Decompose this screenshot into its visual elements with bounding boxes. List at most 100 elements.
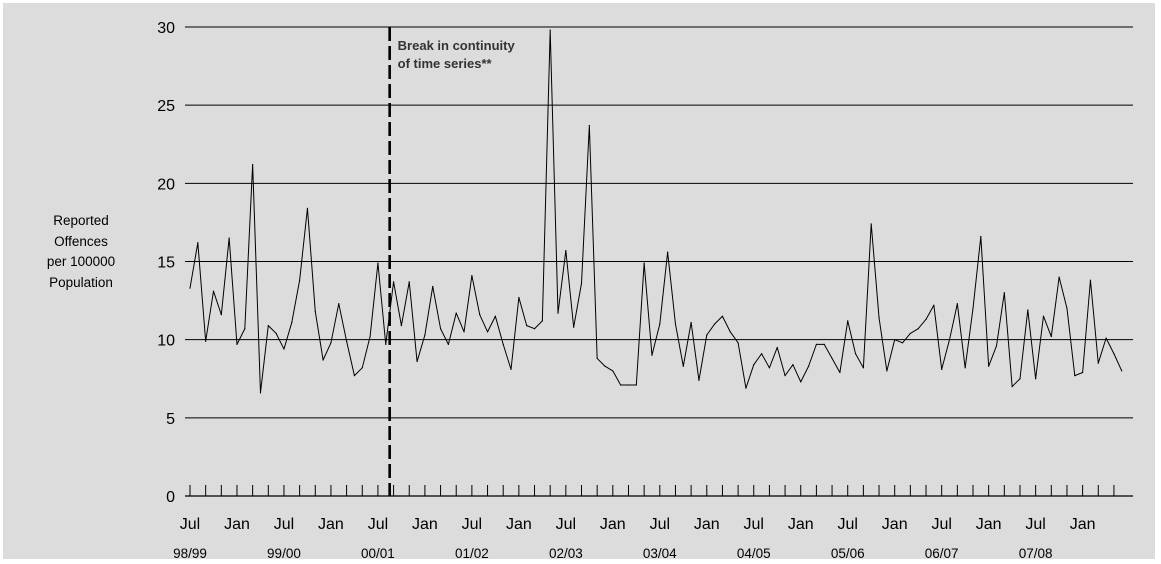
data-point <box>369 335 371 338</box>
data-point <box>197 242 199 244</box>
data-point <box>690 321 692 324</box>
data-point <box>471 274 473 277</box>
x-year-label: 00/01 <box>361 546 395 561</box>
data-point <box>643 262 645 264</box>
data-point <box>612 370 614 372</box>
data-point <box>557 312 559 314</box>
data-point <box>486 331 489 333</box>
x-tick-label: Jan <box>882 516 908 533</box>
data-point <box>596 357 598 360</box>
data-point <box>502 343 504 345</box>
y-tick-label: 5 <box>166 411 175 428</box>
x-tick-label: Jul <box>556 516 576 533</box>
chart-panel <box>3 3 1155 559</box>
y-tick-label: 30 <box>157 20 175 37</box>
x-tick-label: Jan <box>694 516 720 533</box>
data-point <box>706 334 708 336</box>
data-point <box>299 279 301 281</box>
data-point <box>941 368 943 370</box>
data-point <box>1089 279 1092 281</box>
data-point <box>416 360 418 363</box>
data-point <box>346 340 348 342</box>
data-point <box>189 287 191 289</box>
data-point <box>760 353 763 355</box>
data-point <box>737 342 739 344</box>
data-point <box>573 326 575 328</box>
x-tick-label: Jan <box>318 516 344 533</box>
y-axis-label-line: Population <box>49 274 113 290</box>
data-point <box>651 354 653 356</box>
data-point <box>1097 362 1099 364</box>
y-tick-label: 25 <box>157 98 175 115</box>
y-axis-label-line: Reported <box>53 213 109 228</box>
data-point <box>565 249 567 252</box>
data-point <box>447 343 449 345</box>
series-line <box>189 29 1123 394</box>
data-point <box>1042 315 1045 317</box>
data-point <box>377 262 379 264</box>
data-point <box>972 307 974 309</box>
data-point <box>275 332 277 335</box>
data-point <box>306 207 309 209</box>
break-annotation: Break in continuity <box>398 38 516 53</box>
x-tick-label: Jul <box>650 516 670 533</box>
data-point <box>1019 378 1021 380</box>
data-point <box>933 304 935 306</box>
data-point <box>745 387 747 389</box>
data-point <box>212 290 215 292</box>
data-point <box>314 310 316 313</box>
data-point <box>1035 378 1037 380</box>
data-point <box>588 124 590 127</box>
data-point <box>776 346 778 349</box>
data-point <box>1074 375 1076 377</box>
data-point <box>1066 307 1068 309</box>
data-point <box>424 334 426 336</box>
x-tick-label: Jul <box>931 516 951 533</box>
data-point <box>518 296 520 299</box>
x-tick-label: Jul <box>462 516 482 533</box>
x-year-label: 99/00 <box>267 546 301 561</box>
data-point <box>1113 353 1115 355</box>
data-point <box>361 367 363 369</box>
x-year-label: 07/08 <box>1019 546 1053 561</box>
data-point <box>667 251 669 253</box>
y-axis-label: Reported Offences per 100000 Population <box>20 211 142 293</box>
data-point <box>839 371 841 374</box>
data-point <box>878 317 880 319</box>
data-point <box>964 367 966 369</box>
x-tick-label: Jan <box>788 516 814 533</box>
data-point <box>682 365 684 367</box>
data-point <box>494 315 496 317</box>
data-point <box>714 323 716 325</box>
data-point <box>385 343 387 345</box>
data-point <box>220 314 222 316</box>
data-point <box>721 315 724 317</box>
data-point <box>768 367 771 369</box>
data-point <box>205 340 207 342</box>
data-point <box>894 339 896 341</box>
data-point <box>291 321 293 324</box>
data-point <box>792 364 794 366</box>
data-point <box>674 323 677 325</box>
data-point <box>862 367 864 369</box>
data-point <box>283 348 285 350</box>
x-year-label: 98/99 <box>173 546 207 561</box>
data-point <box>1082 371 1084 374</box>
data-point <box>1003 292 1005 294</box>
y-tick-label: 0 <box>166 489 175 506</box>
data-point <box>338 303 340 305</box>
data-point <box>408 281 410 283</box>
data-point <box>784 375 786 377</box>
data-point <box>753 364 755 366</box>
y-tick-label: 10 <box>157 333 175 350</box>
x-tick-label: Jan <box>412 516 438 533</box>
data-point <box>823 343 825 345</box>
data-point <box>439 328 442 330</box>
x-tick-label: Jul <box>274 516 294 533</box>
data-point <box>267 324 269 327</box>
data-point <box>330 342 332 344</box>
data-point <box>353 375 356 377</box>
data-point <box>901 342 904 344</box>
